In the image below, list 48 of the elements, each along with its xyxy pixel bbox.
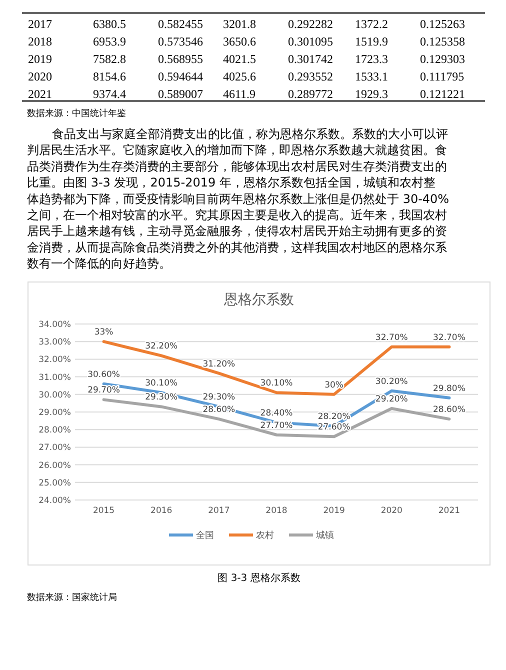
x-tick-label: 2016 bbox=[150, 506, 172, 516]
data-label: 30.20% bbox=[375, 376, 408, 387]
y-tick-label: 33.00% bbox=[38, 338, 71, 348]
x-tick-label: 2020 bbox=[380, 506, 402, 516]
y-tick-label: 27.00% bbox=[38, 443, 71, 454]
data-label: 27.70% bbox=[260, 420, 293, 431]
data-label: 32.70% bbox=[433, 332, 466, 343]
data-label: 30% bbox=[324, 380, 344, 390]
y-tick-label: 29.00% bbox=[38, 408, 71, 418]
text: 食品支出与家庭全部消费支出的比值，称为恩格尔系数。系数的大小可以评判居民生活水平。它随家庭收入的增加而下降，即恩格尔系数越大就越贫困。食品类消费作为生存类消费的主要部分，能够体现出农村居民对生存类消费支出的比重。由图 3-3 发现，2015-2019 年，恩格尔系数包括全国，城镇和农村整体趋势都为下降，而受疫情影响目前两年恩格尔系数上涨但是仍然处于 30-40%之间，在一个相对较富的水平。究其原因主要是收入的提高。近年来，我国农村居民手上越来越有钱，主动寻觅金融服务，使得农村居民开始主动拥有更多的资金消费，从而提高除食品类消费之外的其他消费，这样我国农村地区的恩格尔系数有一个降低的向好趋势。 bbox=[27, 127, 450, 271]
x-tick-label: 2017 bbox=[208, 506, 230, 516]
y-tick-label: 32.00% bbox=[38, 355, 71, 366]
data-label: 30.60% bbox=[88, 370, 120, 380]
text: 2021 9374.4 0.589007 4611.9 0.289772 1929.3 0.121221 bbox=[28, 87, 465, 101]
data-label: 30.10% bbox=[260, 378, 293, 389]
text: 2020 8154.6 0.594644 4025.6 0.293552 1533.1 0.111795 bbox=[28, 70, 464, 84]
text: 2017 6380.5 0.582455 3201.8 0.292282 1372.2 0.125263 bbox=[28, 17, 465, 31]
text: 2018 6953.9 0.573546 3650.6 0.301095 1519.9 0.125358 bbox=[28, 34, 465, 48]
data-label: 33% bbox=[94, 328, 114, 338]
chart-title: 恩格尔系数 bbox=[223, 292, 294, 308]
source-note: 数据来源：中国统计年鉴 bbox=[27, 108, 126, 119]
y-tick-label: 28.00% bbox=[38, 426, 71, 436]
text: 2019 7582.8 0.568955 4021.5 0.301742 1723.3 0.129303 bbox=[28, 52, 465, 66]
y-tick-label: 31.00% bbox=[38, 372, 71, 383]
data-label: 31.20% bbox=[202, 359, 236, 370]
data-label: 32.70% bbox=[375, 332, 408, 343]
caption: 图 3-3 恩格尔系数 bbox=[218, 572, 300, 584]
x-tick-label: 2018 bbox=[266, 506, 288, 516]
y-tick-label: 24.00% bbox=[38, 496, 71, 506]
source-note: 数据来源：国家统计局 bbox=[27, 592, 117, 603]
data-label: 29.70% bbox=[88, 386, 120, 396]
data-label: 28.40% bbox=[260, 408, 293, 419]
y-tick-label: 30.00% bbox=[38, 390, 71, 400]
y-tick-label: 25.00% bbox=[38, 478, 71, 488]
data-label: 28.60% bbox=[433, 405, 466, 416]
x-tick-label: 2019 bbox=[323, 506, 345, 516]
data-label: 30.10% bbox=[145, 378, 178, 389]
data-label: 29.30% bbox=[145, 392, 178, 403]
y-tick-label: 26.00% bbox=[38, 460, 71, 471]
data-label: 32.20% bbox=[145, 342, 178, 352]
data-label: 29.30% bbox=[202, 392, 236, 403]
data-label: 29.80% bbox=[433, 384, 466, 394]
legend-label: 城镇 bbox=[315, 530, 334, 542]
y-tick-label: 34.00% bbox=[38, 320, 71, 330]
x-tick-label: 2021 bbox=[438, 506, 460, 516]
legend-label: 农村 bbox=[256, 530, 274, 542]
legend-label: 全国 bbox=[196, 530, 214, 542]
x-tick-label: 2015 bbox=[92, 506, 115, 516]
